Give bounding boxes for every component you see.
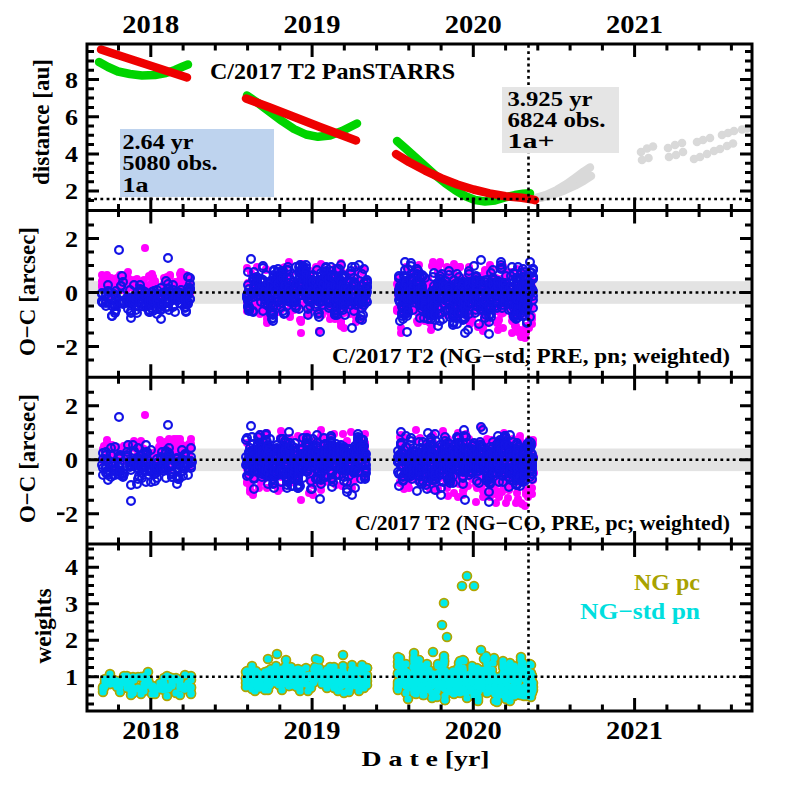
svg-text:2: 2 — [65, 178, 78, 204]
svg-text:5080 obs.: 5080 obs. — [123, 152, 218, 174]
svg-text:C/2017 T2 PanSTARRS: C/2017 T2 PanSTARRS — [210, 58, 455, 84]
svg-text:0: 0 — [65, 280, 78, 306]
svg-text:2: 2 — [65, 226, 78, 252]
svg-text:2018: 2018 — [122, 11, 179, 38]
svg-text:3.925 yr: 3.925 yr — [508, 88, 593, 111]
svg-text:O−C [arcsec]: O−C [arcsec] — [14, 394, 40, 523]
svg-text:O−C [arcsec]: O−C [arcsec] — [14, 227, 40, 356]
svg-text:2019: 2019 — [284, 11, 341, 38]
svg-text:2: 2 — [65, 501, 78, 527]
svg-text:0: 0 — [65, 447, 78, 473]
svg-text:6: 6 — [65, 104, 78, 130]
svg-text:C/2017 T2 (NG−CO, PRE, pc; wei: C/2017 T2 (NG−CO, PRE, pc; weighted) — [355, 511, 730, 535]
svg-text:2: 2 — [65, 627, 78, 653]
svg-text:NG pc: NG pc — [634, 570, 700, 595]
svg-text:2: 2 — [65, 334, 78, 360]
svg-text:4: 4 — [65, 554, 78, 580]
svg-text:weights: weights — [30, 589, 56, 664]
svg-text:2021: 2021 — [606, 11, 663, 38]
svg-text:4: 4 — [65, 141, 78, 167]
svg-text:C/2017 T2 (NG−std, PRE, pn; we: C/2017 T2 (NG−std, PRE, pn; weighted) — [332, 344, 730, 368]
svg-text:2019: 2019 — [284, 717, 341, 744]
svg-text:2020: 2020 — [445, 11, 502, 38]
svg-text:8: 8 — [65, 67, 78, 93]
svg-text:2018: 2018 — [122, 717, 179, 744]
svg-text:1a+: 1a+ — [508, 130, 555, 152]
svg-text:distance [au]: distance [au] — [28, 59, 54, 185]
svg-text:6824 obs.: 6824 obs. — [508, 109, 606, 131]
svg-text:3: 3 — [65, 591, 78, 617]
svg-text:1: 1 — [65, 664, 78, 690]
svg-text:2.64 yr: 2.64 yr — [123, 131, 194, 154]
svg-text:2021: 2021 — [606, 717, 663, 744]
svg-text:NG−std pn: NG−std pn — [580, 599, 700, 624]
svg-text:2020: 2020 — [445, 717, 502, 744]
svg-text:1a: 1a — [123, 174, 149, 196]
svg-text:2: 2 — [65, 393, 78, 419]
svg-text:D a t e [yr]: D a t e [yr] — [362, 747, 490, 771]
